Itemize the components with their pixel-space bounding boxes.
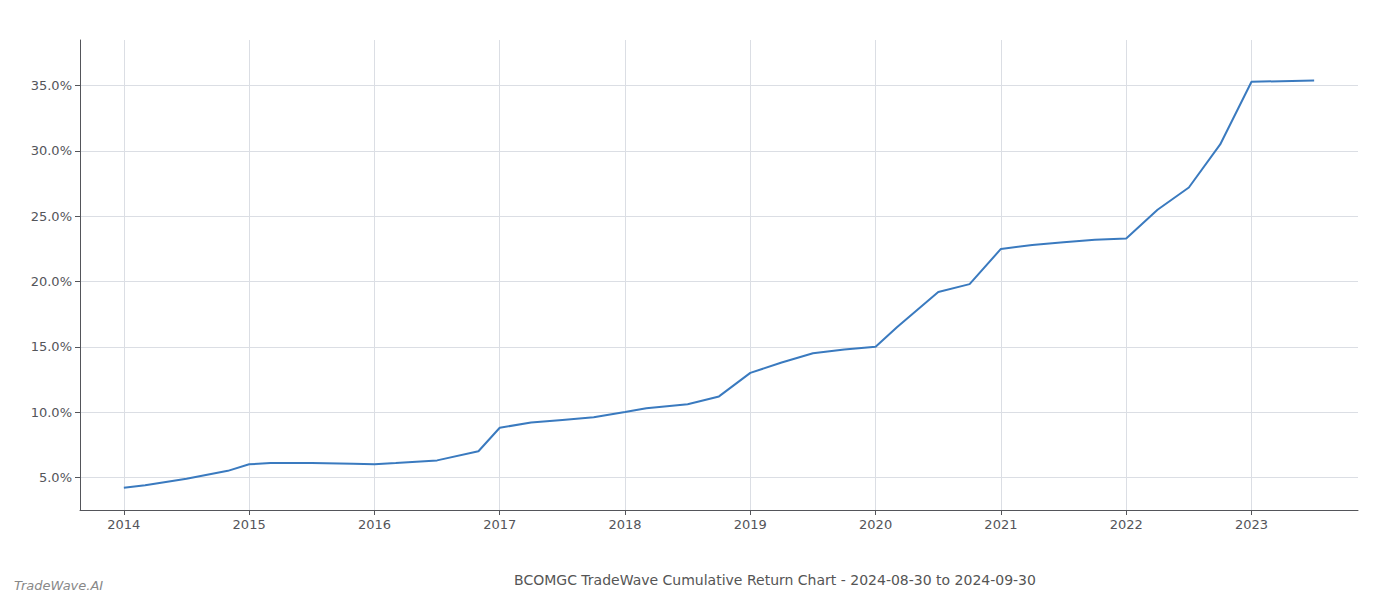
- svg-text:2022: 2022: [1110, 517, 1143, 532]
- svg-text:TradeWave.AI: TradeWave.AI: [14, 578, 103, 593]
- svg-text:25.0%: 25.0%: [31, 209, 72, 224]
- svg-text:2017: 2017: [483, 517, 516, 532]
- svg-text:10.0%: 10.0%: [31, 405, 72, 420]
- svg-text:2014: 2014: [107, 517, 140, 532]
- svg-text:2023: 2023: [1235, 517, 1268, 532]
- svg-text:30.0%: 30.0%: [31, 143, 72, 158]
- svg-text:2020: 2020: [859, 517, 892, 532]
- svg-text:35.0%: 35.0%: [31, 78, 72, 93]
- svg-text:2018: 2018: [608, 517, 641, 532]
- svg-text:20.0%: 20.0%: [31, 274, 72, 289]
- svg-text:2015: 2015: [233, 517, 266, 532]
- svg-text:2019: 2019: [734, 517, 767, 532]
- svg-text:2021: 2021: [984, 517, 1017, 532]
- svg-text:BCOMGC TradeWave Cumulative Re: BCOMGC TradeWave Cumulative Return Chart…: [514, 572, 1036, 588]
- svg-text:2016: 2016: [358, 517, 391, 532]
- svg-text:5.0%: 5.0%: [39, 470, 72, 485]
- svg-text:15.0%: 15.0%: [31, 339, 72, 354]
